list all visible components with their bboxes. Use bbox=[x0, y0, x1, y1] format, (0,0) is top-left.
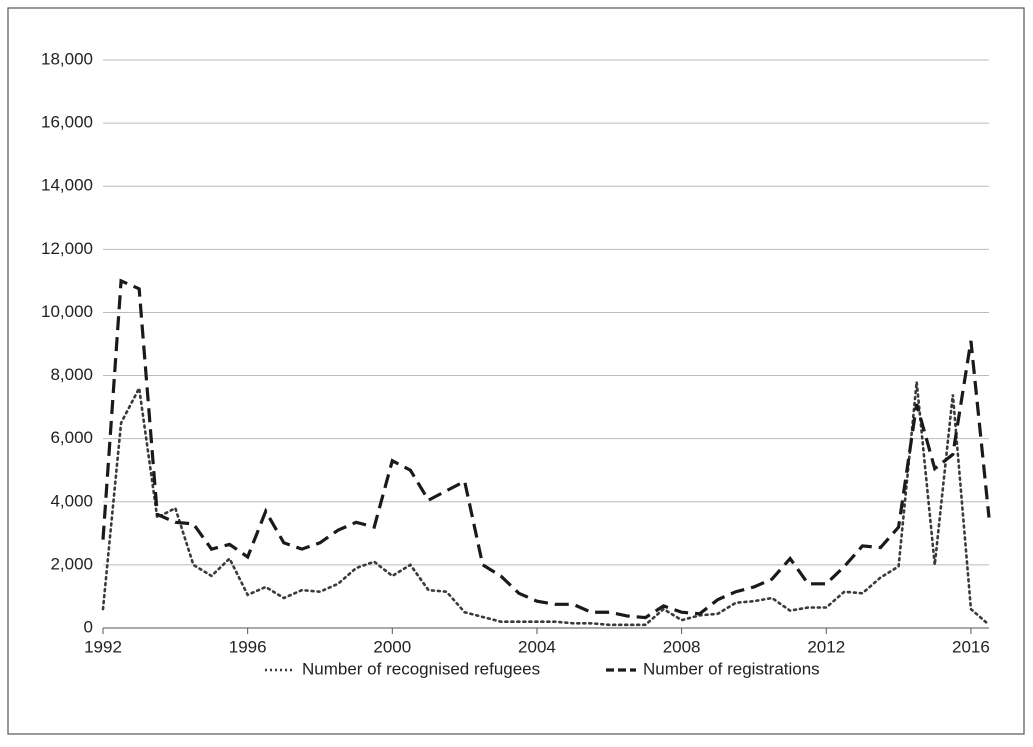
series-line bbox=[101, 381, 991, 627]
y-tick-label: 6,000 bbox=[50, 428, 93, 447]
x-tick-label: 2000 bbox=[373, 637, 411, 656]
x-tick-label: 2016 bbox=[952, 637, 990, 656]
y-tick-label: 4,000 bbox=[50, 491, 93, 510]
y-tick-label: 16,000 bbox=[41, 113, 93, 132]
y-tick-label: 0 bbox=[84, 617, 93, 636]
x-tick-label: 2008 bbox=[663, 637, 701, 656]
y-tick-label: 2,000 bbox=[50, 554, 93, 573]
frame bbox=[7, 7, 1025, 735]
x-tick-label: 2012 bbox=[807, 637, 845, 656]
series-line bbox=[101, 278, 991, 620]
y-tick-label: 10,000 bbox=[41, 302, 93, 321]
x-tick-label: 2004 bbox=[518, 637, 556, 656]
legend-label: Number of recognised refugees bbox=[302, 659, 540, 678]
legend-label: Number of registrations bbox=[643, 659, 820, 678]
x-tick-label: 1996 bbox=[229, 637, 267, 656]
y-tick-label: 12,000 bbox=[41, 239, 93, 258]
y-tick-label: 8,000 bbox=[50, 365, 93, 384]
y-tick-label: 18,000 bbox=[41, 49, 93, 68]
x-tick-label: 1992 bbox=[84, 637, 122, 656]
y-tick-label: 14,000 bbox=[41, 176, 93, 195]
